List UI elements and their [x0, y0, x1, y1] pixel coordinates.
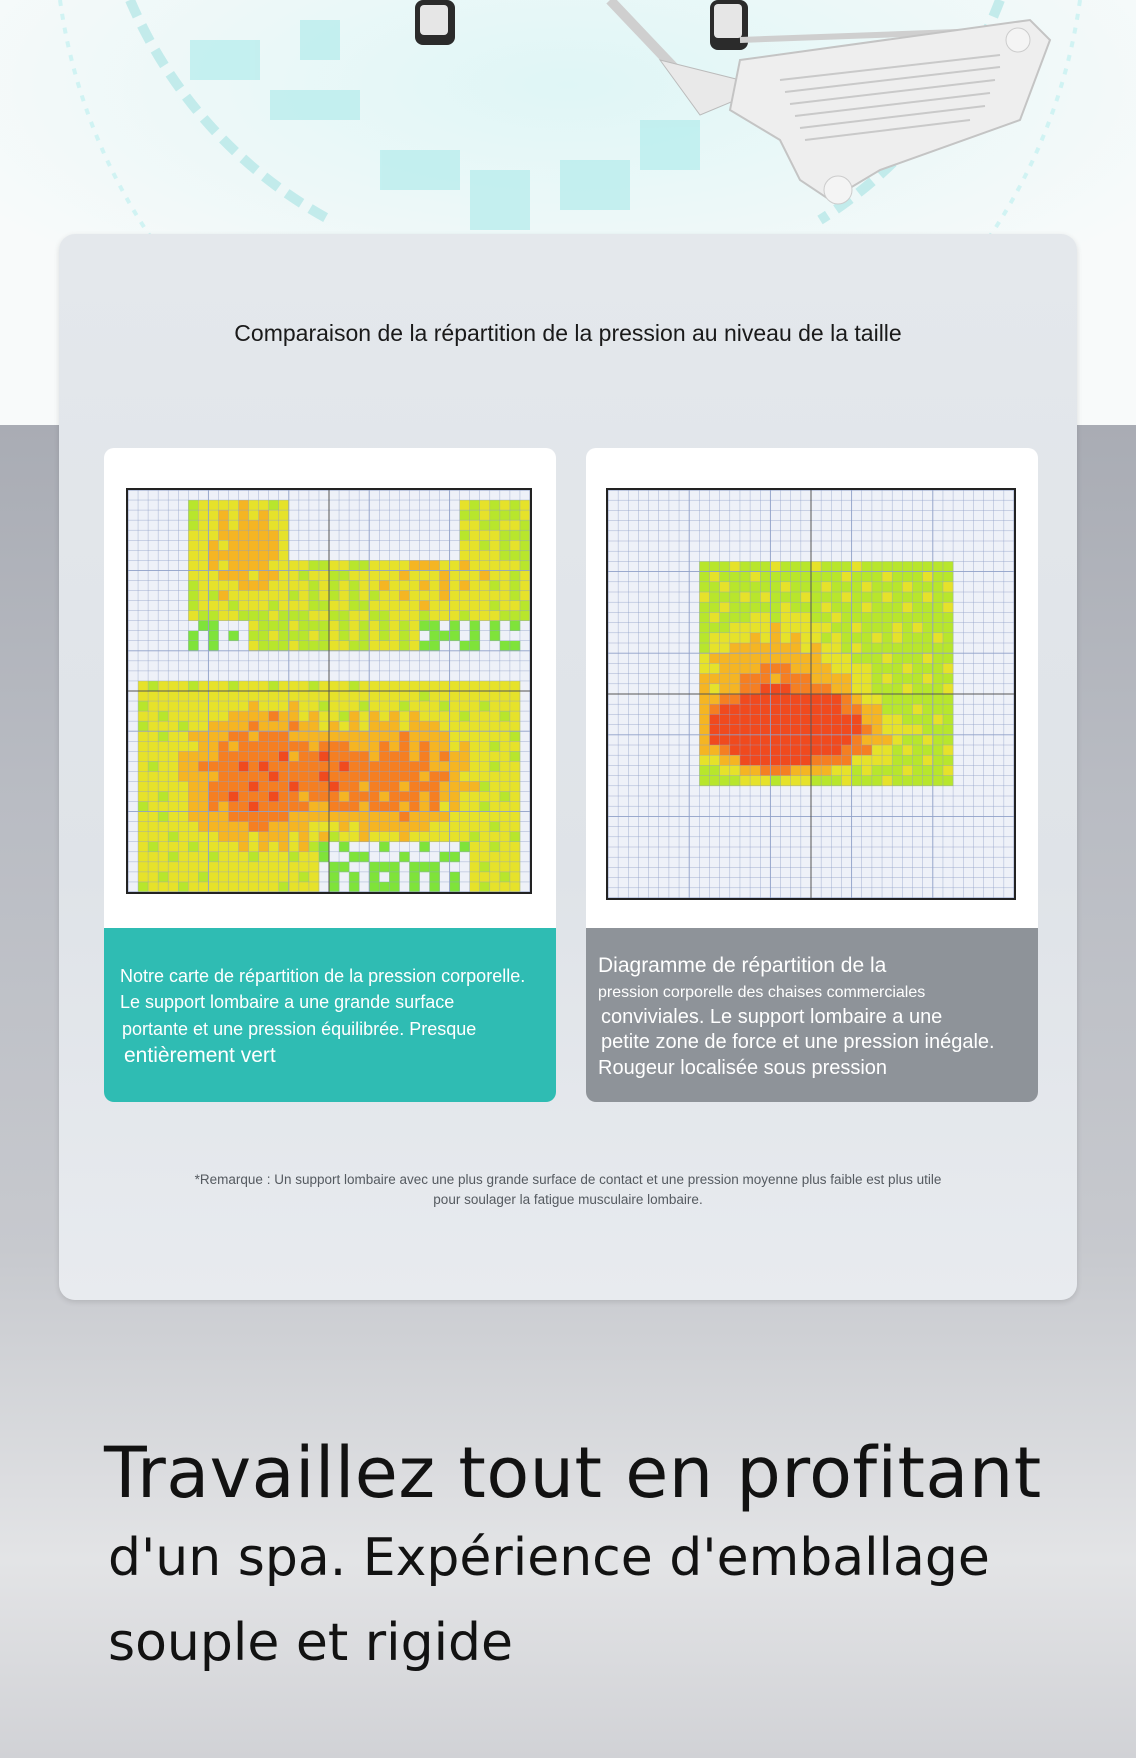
our-caption-line: Notre carte de répartition de la pressio… — [120, 966, 526, 986]
panel-title: Comparaison de la répartition de la pres… — [234, 320, 902, 346]
our-pressure-heatmap — [126, 488, 532, 894]
commercial-caption-line: conviviales. Le support lombaire a une — [601, 1006, 943, 1028]
headline-line-1: Travaillez tout en profitant — [104, 1432, 1042, 1514]
footnote-line-1: *Remarque : Un support lombaire avec une… — [194, 1172, 942, 1187]
our-pressure-heatmap-grid — [127, 489, 531, 893]
pressure-comparison-panel: Comparaison de la répartition de la pres… — [59, 234, 1077, 1300]
footnote-line-2: pour soulager la fatigue musculaire lomb… — [433, 1192, 703, 1207]
commercial-chair-caption: Diagramme de répartition de la pression … — [586, 928, 1038, 1102]
headline-line-3: souple et rigide — [108, 1613, 514, 1673]
our-chair-card: Notre carte de répartition de la pressio… — [104, 448, 556, 1102]
commercial-caption-line: petite zone de force et une pression iné… — [601, 1031, 995, 1053]
commercial-chair-card: Diagramme de répartition de la pression … — [586, 448, 1038, 1102]
commercial-caption-line: Diagramme de répartition de la — [598, 954, 887, 977]
commercial-caption-line: Rougeur localisée sous pression — [598, 1057, 888, 1079]
commercial-pressure-heatmap — [606, 488, 1016, 900]
our-caption-line: portante et une pression équilibrée. Pre… — [122, 1019, 477, 1039]
chair-armrest-image — [415, 0, 1052, 205]
commercial-caption-line: pression corporelle des chaises commerci… — [598, 984, 926, 1001]
commercial-pressure-heatmap-grid — [607, 489, 1015, 899]
our-caption-line: Le support lombaire a une grande surface — [120, 992, 455, 1012]
headline-line-2: d'un spa. Expérience d'emballage — [108, 1528, 990, 1588]
hero-background — [0, 0, 1136, 425]
our-caption-line: entièrement vert — [124, 1044, 276, 1067]
our-chair-caption: Notre carte de répartition de la pressio… — [104, 928, 556, 1102]
